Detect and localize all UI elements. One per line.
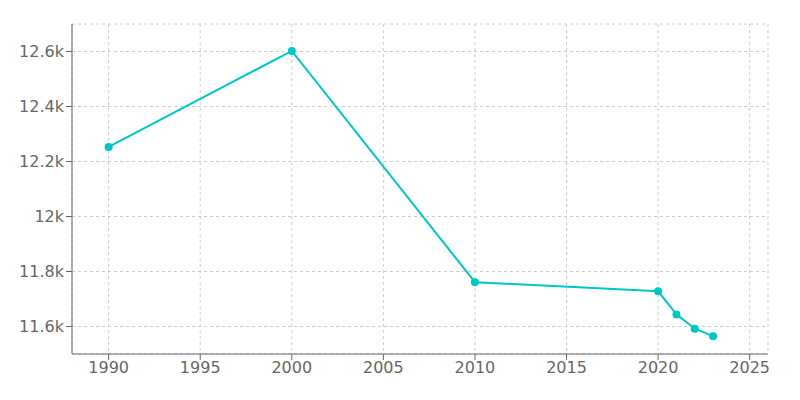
svg-text:11.8k: 11.8k [19,262,65,281]
svg-text:2020: 2020 [638,358,679,377]
svg-text:12k: 12k [34,207,64,226]
svg-text:2000: 2000 [271,358,312,377]
svg-text:1990: 1990 [88,358,129,377]
svg-text:12.6k: 12.6k [19,42,65,61]
svg-text:2015: 2015 [546,358,587,377]
svg-text:2005: 2005 [363,358,404,377]
svg-text:11.6k: 11.6k [19,317,65,336]
svg-text:2010: 2010 [455,358,496,377]
svg-text:2025: 2025 [729,358,770,377]
svg-text:1995: 1995 [180,358,221,377]
svg-text:12.2k: 12.2k [19,152,65,171]
svg-text:12.4k: 12.4k [19,97,65,116]
